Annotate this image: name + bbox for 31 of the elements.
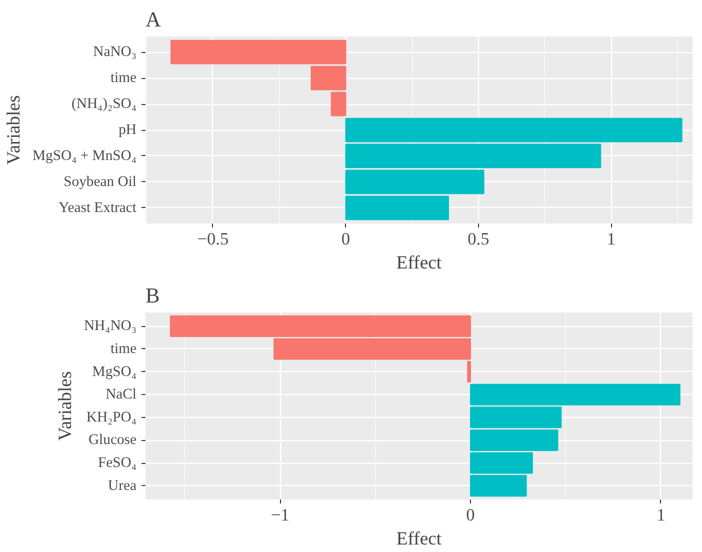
y-axis-title: Variables (54, 371, 76, 441)
y-tick-label: time (110, 340, 137, 357)
x-tick-label: −0.5 (197, 230, 229, 248)
y-tick-label: Soybean Oil (64, 174, 137, 190)
y-tick-label: NaNO₃ (93, 44, 137, 60)
x-axis-title: Effect (396, 252, 442, 274)
y-tick-label: pH (118, 122, 137, 138)
bar (345, 118, 682, 142)
x-tick-label: 0 (466, 506, 475, 524)
y-tick-label: Yeast Extract (58, 200, 137, 216)
x-tick-label: 0.5 (468, 230, 490, 248)
bar (330, 92, 346, 116)
y-tick-label: MgSO₄ + MnSO₄ (32, 148, 137, 164)
chart-title: A (146, 8, 162, 32)
y-tick-label: KH₂PO₄ (86, 409, 136, 426)
x-axis-title: Effect (396, 528, 442, 550)
x-tick-label: 1 (606, 230, 616, 248)
y-tick-label: (NH₄)₂SO₄ (72, 96, 137, 112)
chart-title: B (146, 284, 160, 308)
x-tick-label: −1 (270, 506, 290, 524)
y-tick-label: NaCl (106, 386, 136, 403)
x-tick-label: 0 (341, 230, 350, 248)
y-tick-label: Urea (108, 478, 137, 494)
y-axis-title: Variables (3, 95, 24, 165)
y-tick-label: FeSO₄ (98, 455, 137, 472)
bar (345, 144, 602, 168)
y-tick-label: NH₄NO₃ (84, 318, 137, 334)
y-tick-label: time (110, 70, 137, 86)
x-tick-label: 1 (656, 506, 666, 524)
y-tick-label: Glucose (88, 432, 137, 448)
y-tick-label: MgSO₄ (92, 364, 137, 380)
